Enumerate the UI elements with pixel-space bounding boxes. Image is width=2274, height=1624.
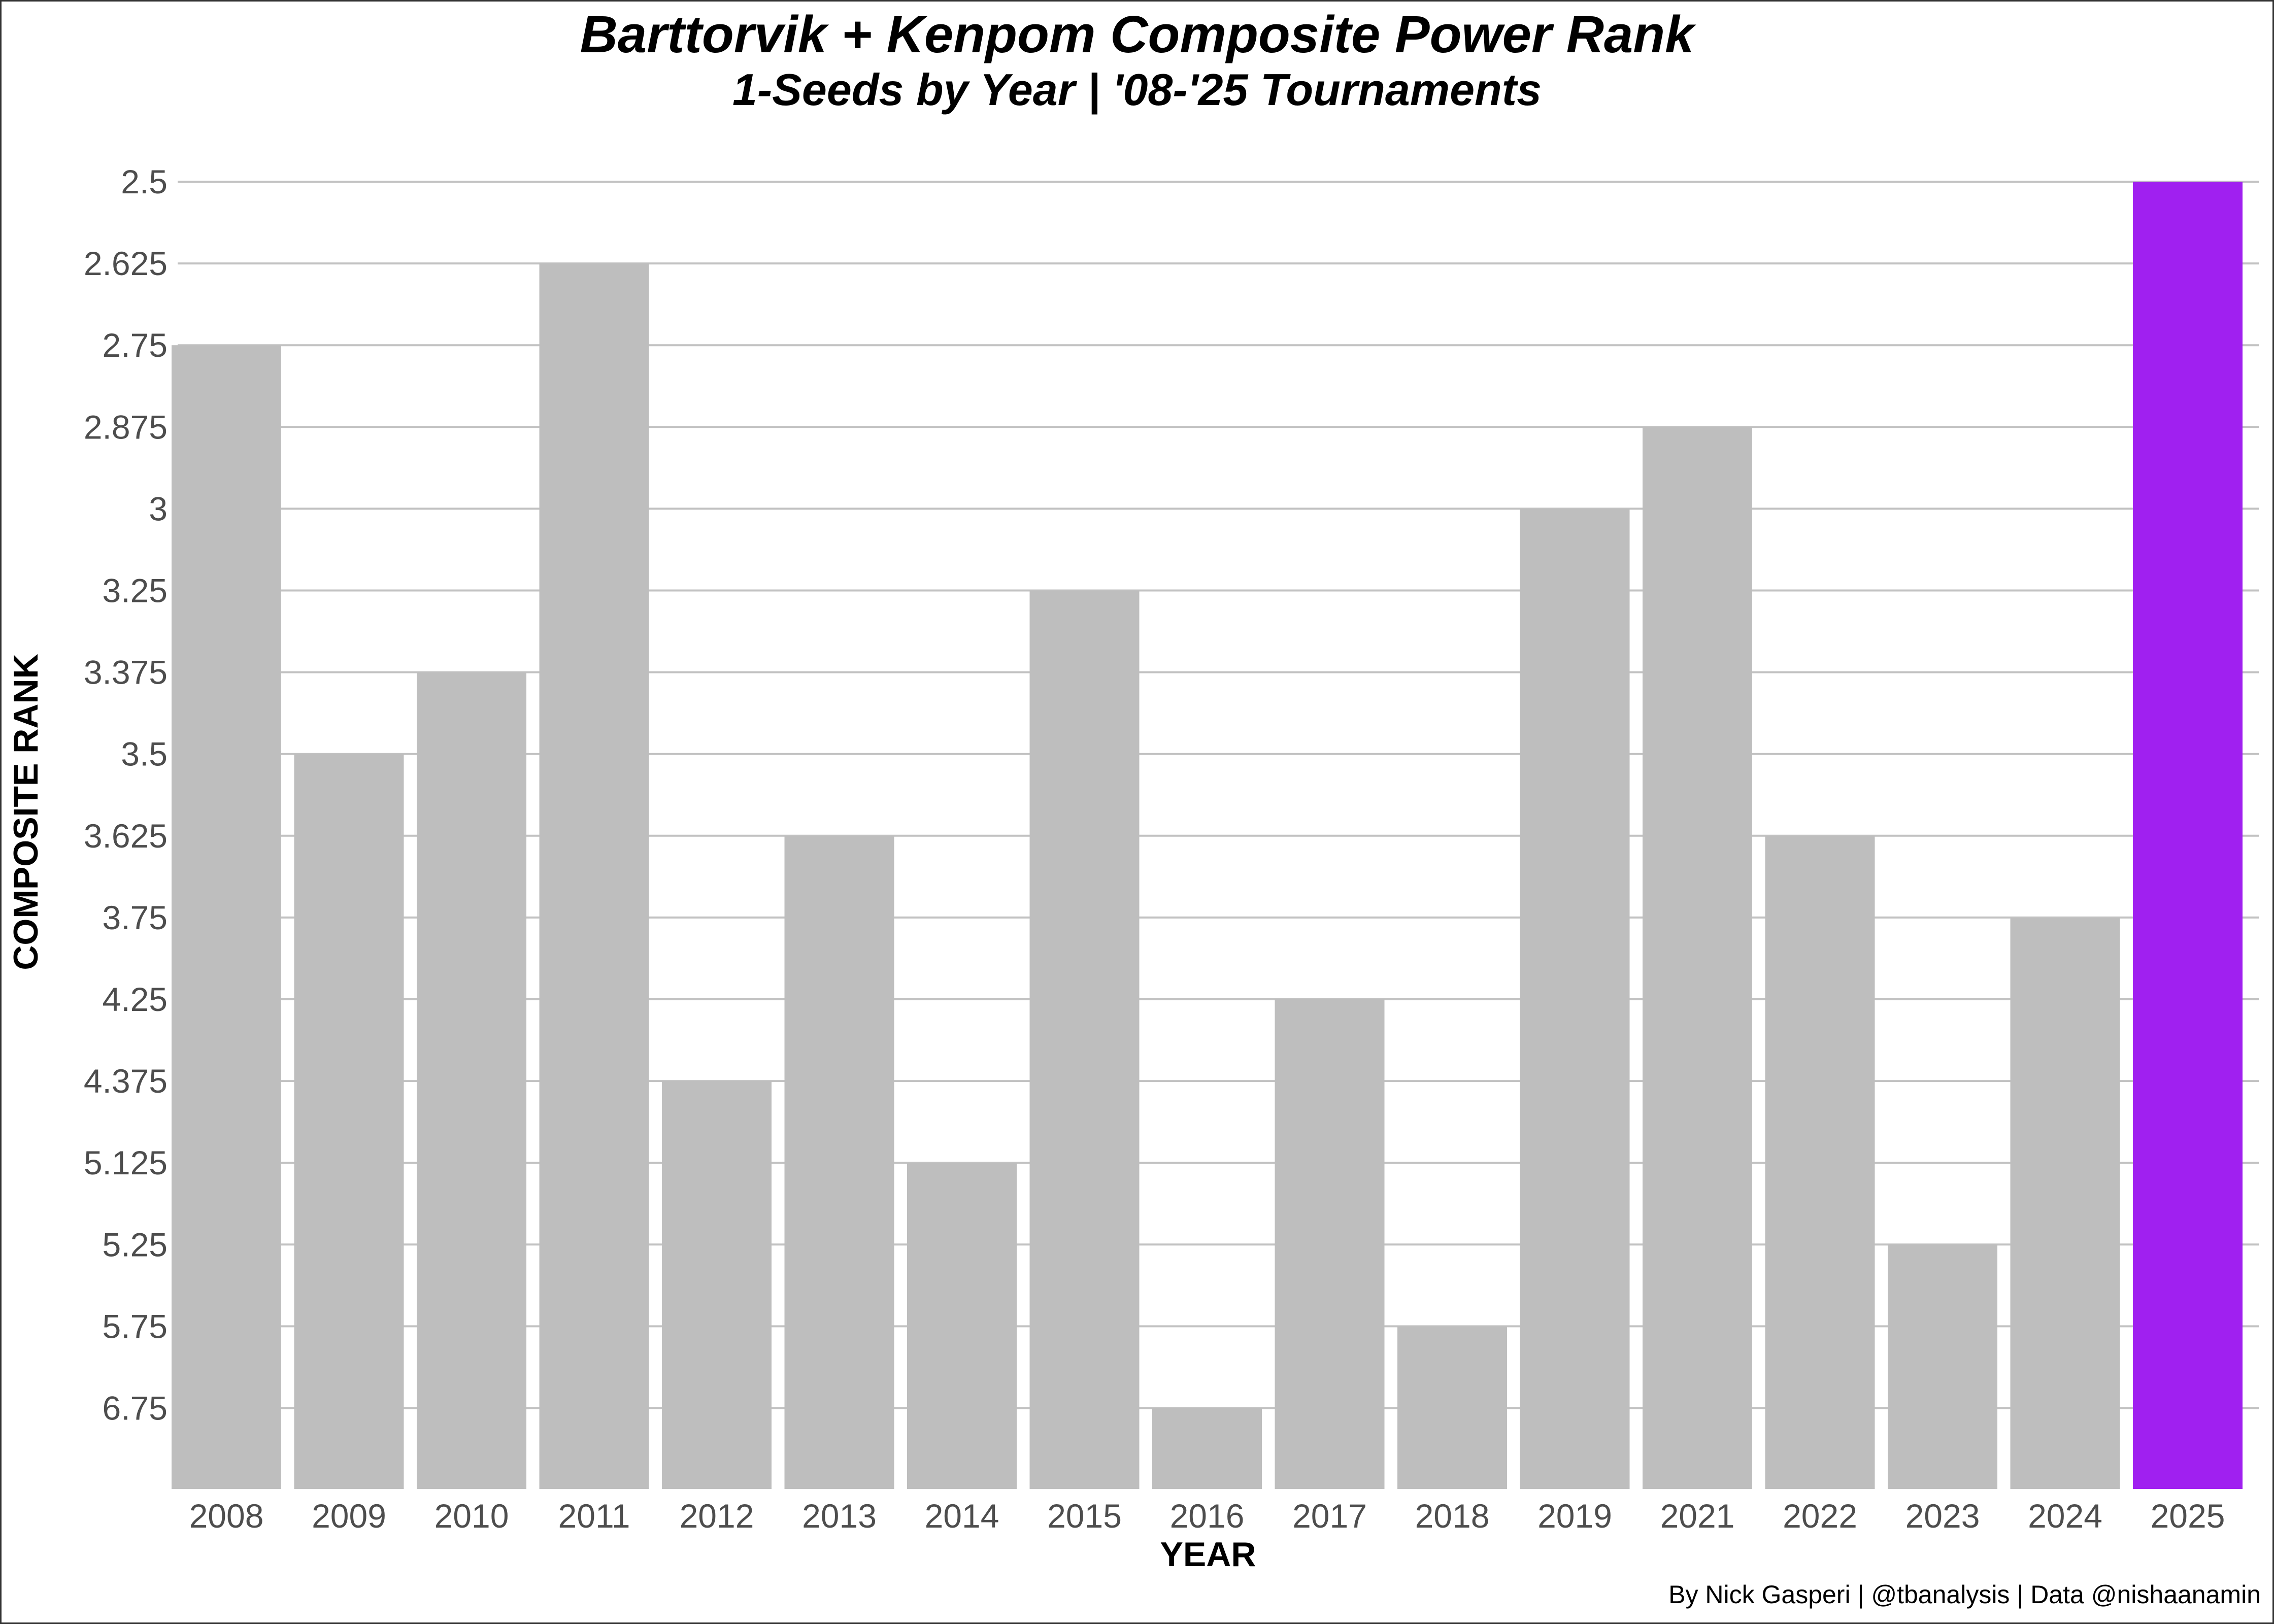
y-tick-label: 3.625 (84, 817, 168, 855)
y-tick-label: 3.25 (103, 572, 168, 610)
y-tick-label: 5.125 (84, 1144, 168, 1181)
x-tick-label: 2008 (189, 1497, 264, 1535)
bar-2009 (294, 754, 404, 1489)
y-tick-label: 3.75 (103, 899, 168, 936)
x-tick-label: 2009 (312, 1497, 386, 1535)
bar-2025 (2133, 182, 2243, 1489)
x-tick-label: 2024 (2028, 1497, 2102, 1535)
x-tick-label: 2021 (1660, 1497, 1735, 1535)
x-tick-label: 2015 (1047, 1497, 1122, 1535)
bar-2024 (2010, 917, 2120, 1489)
y-tick-label: 6.75 (103, 1390, 168, 1427)
bar-2015 (1029, 590, 1140, 1489)
bar-2023 (1888, 1244, 1997, 1489)
bar-2022 (1765, 835, 1875, 1489)
bar-2010 (417, 672, 526, 1489)
x-axis-title: YEAR (1160, 1535, 1256, 1574)
x-tick-label: 2016 (1170, 1497, 1245, 1535)
bars (172, 182, 2243, 1490)
x-tick-label: 2019 (1537, 1497, 1612, 1535)
chart-caption: By Nick Gasperi | @tbanalysis | Data @ni… (1668, 1580, 2261, 1609)
x-tick-label: 2023 (1905, 1497, 1980, 1535)
bar-2011 (539, 263, 649, 1489)
bar-2018 (1397, 1326, 1507, 1489)
bar-2017 (1275, 999, 1385, 1489)
y-tick-label: 5.25 (103, 1226, 168, 1263)
y-tick-label: 2.875 (84, 408, 168, 446)
bar-2019 (1520, 509, 1630, 1489)
y-tick-label: 4.25 (103, 980, 168, 1018)
x-tick-label: 2025 (2151, 1497, 2225, 1535)
x-tick-label: 2013 (802, 1497, 877, 1535)
bar-2012 (662, 1081, 772, 1489)
y-tick-label: 2.75 (103, 326, 168, 364)
bar-2013 (784, 835, 894, 1489)
y-tick-label: 3 (149, 490, 168, 527)
x-tick-label: 2017 (1292, 1497, 1367, 1535)
x-tick-label: 2014 (925, 1497, 999, 1535)
x-tick-label: 2011 (558, 1497, 630, 1535)
y-axis-title: COMPOSITE RANK (7, 654, 45, 970)
x-tick-label: 2010 (434, 1497, 509, 1535)
y-tick-label: 2.5 (121, 163, 168, 200)
x-tick-label: 2012 (680, 1497, 754, 1535)
y-tick-label: 2.625 (84, 245, 168, 282)
bar-2014 (907, 1163, 1017, 1489)
bar-2016 (1152, 1408, 1262, 1489)
bar-2021 (1643, 427, 1752, 1489)
chart-subtitle: 1-Seeds by Year | '08-'25 Tournaments (732, 64, 1542, 115)
y-tick-label: 3.375 (84, 654, 168, 691)
y-axis-ticks: 2.5 2.625 2.75 2.875 3 3.25 3.375 3.5 3.625 3.75 4… (84, 163, 168, 1427)
x-tick-label: 2022 (1783, 1497, 1857, 1535)
y-tick-label: 4.375 (84, 1062, 168, 1100)
bar-2008 (172, 345, 281, 1490)
chart-title: Barttorvik + Kenpom Composite Power Rank (580, 5, 1694, 63)
y-tick-label: 5.75 (103, 1307, 168, 1345)
x-axis-ticks: 2008 2009 2010 2011 2012 2013 2014 2015 2016 2017… (189, 1497, 2225, 1535)
x-tick-label: 2018 (1415, 1497, 1490, 1535)
y-tick-label: 3.5 (121, 735, 168, 773)
